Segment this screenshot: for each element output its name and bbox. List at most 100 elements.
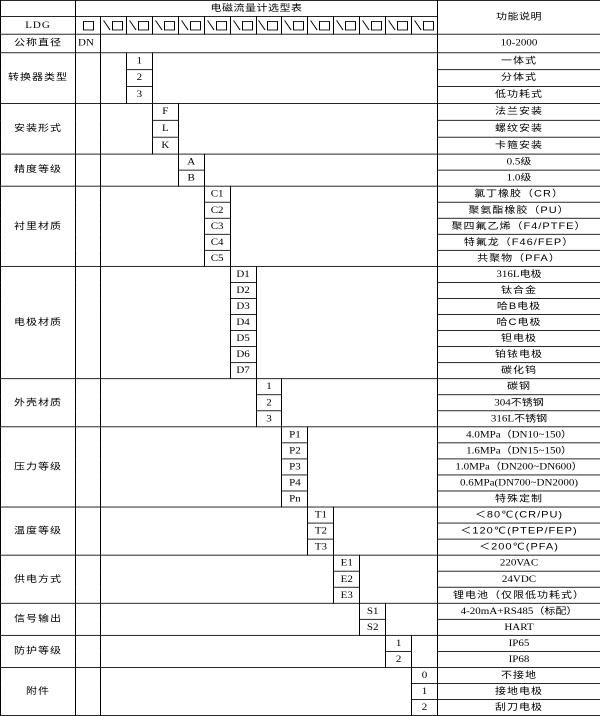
slash-icon (208, 20, 215, 31)
desc-cell: 螺纹安装 (437, 119, 600, 138)
code-cell[interactable]: L (151, 119, 179, 138)
code-box-8[interactable] (281, 16, 309, 35)
code-cell[interactable]: P2 (281, 442, 309, 460)
code-box-5[interactable] (203, 16, 231, 35)
row-label-1: 转换器类型 (0, 52, 76, 104)
code-cell[interactable]: T3 (307, 538, 335, 556)
right-filler (281, 378, 439, 428)
code-box-6[interactable] (229, 16, 257, 35)
code-box-9[interactable] (307, 16, 335, 35)
desc-cell: 共聚物（PFA） (437, 249, 600, 267)
code-cell[interactable]: D2 (229, 282, 257, 299)
table-row: 附件 0 不接地 (0, 667, 600, 716)
code-cell[interactable]: C3 (203, 217, 231, 235)
code-box-2[interactable] (125, 16, 153, 35)
row-label-3: 精度等级 (0, 153, 76, 187)
right-filler (151, 52, 439, 104)
table-row: 2 304不锈钢 (1, 394, 600, 412)
right-filler (307, 426, 439, 508)
code-cell[interactable]: F (151, 103, 179, 121)
table-row: 精度等级 A 0.5级 (0, 153, 600, 187)
code-cell[interactable]: 3 (255, 410, 283, 428)
left-filler (99, 554, 335, 604)
code-cell[interactable]: A (177, 153, 205, 171)
code-cell[interactable]: E3 (333, 586, 361, 604)
desc-cell: 氯丁橡胶（CR） (437, 185, 600, 203)
table-row: D6 铂铱电极 (1, 346, 600, 364)
code-cell[interactable]: S2 (359, 618, 387, 636)
code-box-7[interactable] (255, 16, 283, 35)
code-cell[interactable]: T1 (307, 506, 335, 524)
desc-cell: 聚氨酯橡胶（PU） (437, 201, 600, 219)
desc-cell: 钛合金 (437, 282, 600, 299)
code-cell[interactable]: D4 (229, 314, 257, 331)
code-cell-dn[interactable]: DN (75, 33, 101, 54)
code-cell[interactable]: K (151, 136, 179, 155)
code-cell[interactable]: 1 (411, 683, 439, 700)
desc-cell: 哈C电极 (437, 314, 600, 331)
table-row: P4 0.6MPa(DN700~DN2000) (1, 474, 600, 492)
code-cell[interactable]: D6 (229, 346, 257, 364)
code-box-12[interactable] (385, 16, 413, 35)
dn-spacer (75, 506, 101, 556)
table-row: 2 分体式 (1, 69, 600, 87)
dn-spacer (75, 426, 101, 508)
code-cell[interactable]: P4 (281, 474, 309, 492)
code-cell[interactable]: C5 (203, 249, 231, 267)
code-box-13[interactable] (411, 16, 439, 35)
code-cell[interactable]: E2 (333, 570, 361, 588)
code-cell[interactable]: 2 (411, 699, 439, 716)
desc-cell: 316L不锈钢 (437, 410, 600, 428)
code-cell[interactable]: T2 (307, 522, 335, 540)
code-box-10[interactable] (333, 16, 361, 35)
code-cell[interactable]: 2 (255, 394, 283, 412)
left-filler (99, 634, 387, 668)
code-cell[interactable]: 2 (385, 650, 413, 668)
code-cell[interactable]: Pn (281, 490, 309, 508)
code-cell[interactable]: D1 (229, 265, 257, 283)
table-row: 衬里材质 C1 氯丁橡胶（CR） (0, 185, 600, 267)
empty-box-icon (82, 20, 94, 30)
left-filler (99, 426, 283, 508)
desc-cell: 钽电极 (437, 330, 600, 348)
row-label-7: 压力等级 (0, 426, 76, 508)
slash-icon (389, 20, 396, 31)
title-left-spacer (0, 0, 76, 17)
code-cell[interactable]: 1 (125, 52, 153, 71)
code-cell[interactable]: C2 (203, 201, 231, 219)
code-cell[interactable]: P3 (281, 458, 309, 476)
empty-box-icon (189, 20, 201, 30)
code-cell[interactable]: P1 (281, 426, 309, 444)
right-filler (333, 506, 439, 556)
code-cell[interactable]: D7 (229, 362, 257, 380)
row-label-11: 防护等级 (0, 634, 76, 668)
code-cell[interactable]: 2 (125, 69, 153, 87)
table-row: 2 IP68 (1, 650, 600, 668)
code-cell[interactable]: B (177, 169, 205, 187)
empty-box-icon (111, 20, 123, 30)
desc-cell: 特氟龙（F46/FEP） (437, 233, 600, 251)
code-cell[interactable]: 0 (411, 667, 439, 684)
desc-cell: 220VAC (437, 554, 600, 572)
table-row: P2 1.6MPa（DN15~150） (1, 442, 600, 460)
code-box-11[interactable] (359, 16, 387, 35)
code-cell[interactable]: 3 (125, 86, 153, 104)
code-cell[interactable]: D3 (229, 298, 257, 315)
empty-box-icon (267, 20, 279, 30)
code-cell[interactable]: S1 (359, 602, 387, 620)
desc-cell: 分体式 (437, 69, 600, 87)
code-cell[interactable]: E1 (333, 554, 361, 572)
code-cell[interactable]: D5 (229, 330, 257, 348)
code-box-3[interactable] (151, 16, 179, 35)
table-row: E2 24VDC (1, 570, 600, 588)
row-label-9: 供电方式 (0, 554, 76, 604)
code-cell[interactable]: C4 (203, 233, 231, 251)
code-cell[interactable]: 1 (255, 378, 283, 396)
code-box-1[interactable] (100, 16, 127, 35)
code-box-0[interactable] (75, 16, 101, 35)
code-cell[interactable]: C1 (203, 185, 231, 203)
code-box-4[interactable] (177, 16, 205, 35)
code-cell[interactable]: 1 (385, 634, 413, 652)
left-filler (99, 602, 361, 636)
